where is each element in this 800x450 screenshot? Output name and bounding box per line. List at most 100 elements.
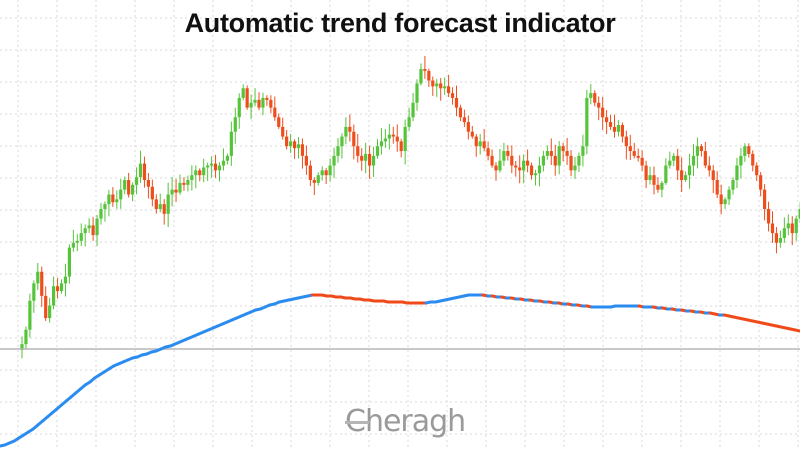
candle bbox=[217, 162, 222, 182]
candle bbox=[597, 96, 601, 121]
candle-body bbox=[526, 160, 530, 166]
candle-body bbox=[59, 283, 64, 292]
candle bbox=[371, 146, 376, 178]
candle-body bbox=[407, 117, 411, 127]
candle bbox=[142, 156, 147, 188]
candle bbox=[711, 164, 715, 193]
candle-body bbox=[79, 233, 83, 241]
candle-body bbox=[636, 155, 640, 158]
candle-body bbox=[778, 237, 782, 243]
candle bbox=[755, 162, 759, 181]
candle-body bbox=[450, 93, 455, 98]
candle bbox=[162, 199, 166, 225]
candle bbox=[439, 77, 443, 101]
candle-body bbox=[28, 300, 32, 330]
candle-body bbox=[660, 182, 664, 190]
candle bbox=[518, 155, 522, 184]
candle-body bbox=[687, 165, 692, 176]
candle-body bbox=[312, 180, 316, 183]
candle bbox=[419, 63, 423, 86]
candle bbox=[687, 153, 692, 189]
candle bbox=[415, 79, 419, 111]
candle-body bbox=[755, 165, 759, 176]
candle bbox=[435, 78, 439, 97]
candle-body bbox=[146, 180, 150, 187]
candle bbox=[36, 262, 40, 291]
candle-body bbox=[154, 199, 158, 209]
candle bbox=[605, 110, 609, 135]
candle bbox=[478, 134, 482, 155]
candle-body bbox=[87, 225, 91, 229]
candle-body bbox=[344, 126, 348, 137]
candle bbox=[652, 166, 656, 195]
candle-body bbox=[289, 141, 293, 147]
candle-body bbox=[518, 167, 522, 171]
candle-body bbox=[549, 151, 553, 156]
candle bbox=[731, 177, 735, 195]
candle-body bbox=[55, 286, 60, 292]
candle bbox=[569, 150, 573, 177]
candle bbox=[573, 157, 577, 179]
candle-body bbox=[99, 208, 103, 219]
candle-body bbox=[261, 97, 265, 108]
candle bbox=[533, 169, 538, 186]
candle-body bbox=[553, 155, 557, 166]
candle bbox=[541, 150, 545, 172]
candle bbox=[360, 148, 364, 171]
candle bbox=[356, 134, 360, 163]
candle bbox=[285, 129, 289, 150]
candle bbox=[616, 120, 621, 137]
chart-title: Automatic trend forecast indicator bbox=[184, 8, 616, 38]
candle-body bbox=[336, 146, 340, 156]
candle bbox=[40, 266, 44, 307]
candle-body bbox=[63, 276, 68, 284]
candle bbox=[423, 55, 427, 79]
candle-body bbox=[206, 165, 210, 168]
candle bbox=[253, 88, 257, 107]
candle-body bbox=[545, 151, 549, 156]
candle bbox=[103, 201, 107, 222]
candle bbox=[739, 147, 743, 179]
candle bbox=[391, 126, 395, 144]
candle-body bbox=[782, 228, 786, 238]
candle-body bbox=[217, 165, 222, 171]
candle bbox=[695, 137, 700, 169]
candle-body bbox=[91, 225, 95, 236]
candle bbox=[427, 68, 431, 87]
candle bbox=[545, 145, 549, 160]
candle-body bbox=[340, 136, 344, 147]
candle bbox=[664, 158, 668, 185]
candle-body bbox=[304, 155, 308, 166]
candle bbox=[32, 280, 36, 313]
candle bbox=[328, 158, 332, 182]
candle-body bbox=[447, 86, 451, 94]
candle bbox=[63, 263, 68, 297]
candle bbox=[474, 133, 478, 157]
candle-body bbox=[585, 97, 589, 147]
candle bbox=[127, 172, 131, 198]
candle-body bbox=[494, 165, 498, 171]
candle bbox=[529, 162, 534, 180]
candle bbox=[707, 156, 711, 177]
candle bbox=[206, 162, 210, 181]
candle bbox=[95, 214, 99, 246]
candle-body bbox=[328, 165, 332, 176]
candle bbox=[743, 143, 747, 162]
candle bbox=[407, 107, 411, 131]
candle-body bbox=[67, 247, 71, 277]
candle-body bbox=[751, 153, 755, 166]
candle bbox=[134, 167, 139, 195]
candle-body bbox=[707, 165, 711, 171]
candle-body bbox=[24, 329, 28, 345]
candle bbox=[561, 142, 565, 162]
candle-body bbox=[127, 180, 131, 195]
candle bbox=[510, 145, 514, 174]
candle bbox=[277, 113, 281, 129]
candle bbox=[727, 186, 731, 206]
candle bbox=[612, 114, 617, 138]
candle bbox=[237, 93, 241, 129]
candle-body bbox=[194, 170, 198, 176]
candle bbox=[292, 139, 297, 159]
candle-body bbox=[221, 160, 226, 166]
candle-body bbox=[640, 157, 644, 166]
